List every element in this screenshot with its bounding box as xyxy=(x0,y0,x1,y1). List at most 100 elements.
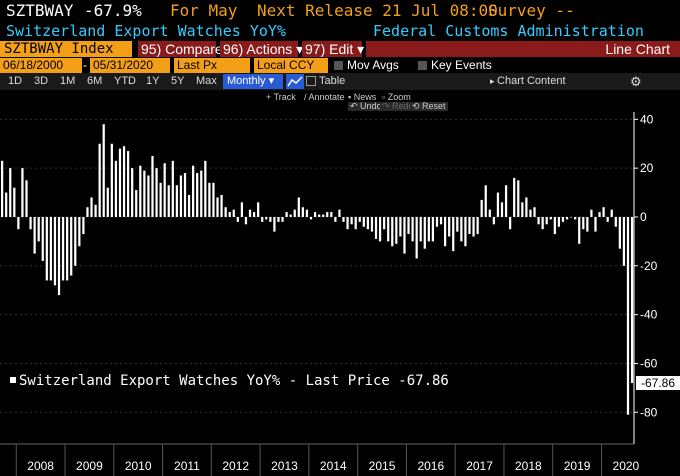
mov-avgs-toggle[interactable]: Mov Avgs xyxy=(334,58,399,73)
data-bar xyxy=(448,216,451,237)
end-date-input[interactable]: 05/31/2020 xyxy=(90,58,170,73)
data-bar xyxy=(378,216,382,242)
data-bar xyxy=(411,216,414,242)
timeframe-ytd[interactable]: YTD xyxy=(114,75,136,87)
x-tick-label: 2020 xyxy=(613,459,640,473)
data-bar xyxy=(431,216,435,242)
data-bar xyxy=(383,216,386,230)
key-events-toggle[interactable]: Key Events xyxy=(418,58,492,73)
timeframe-6m[interactable]: 6M xyxy=(87,75,103,87)
data-bar xyxy=(98,143,101,217)
timeframe-1m[interactable]: 1M xyxy=(60,75,76,87)
data-bar xyxy=(395,216,398,244)
data-bar xyxy=(358,216,361,222)
timeframe-1d[interactable]: 1D xyxy=(8,75,23,87)
index-field[interactable]: SZTBWAY Index xyxy=(0,41,132,57)
mov-avgs-label: Mov Avgs xyxy=(347,58,399,72)
data-bar xyxy=(204,160,207,217)
chart-content-icon: ▸ xyxy=(490,76,498,86)
data-bar xyxy=(147,175,150,217)
data-bar xyxy=(240,202,244,217)
data-bar xyxy=(423,216,426,249)
timeframe-5y[interactable]: 5Y xyxy=(171,75,185,87)
data-bar xyxy=(391,216,394,247)
news-tool[interactable]: ▪ News xyxy=(348,92,377,102)
next-release: Next Release 21 Jul 08:00 xyxy=(257,1,498,20)
currency-select[interactable]: Local CCY xyxy=(254,58,328,73)
data-bar xyxy=(354,216,357,230)
x-tick-label: 2009 xyxy=(76,459,103,473)
legend-label: Switzerland Export Watches YoY% - Last P… xyxy=(19,373,449,389)
table-icon[interactable] xyxy=(306,76,316,86)
data-bar xyxy=(277,216,280,222)
data-bar xyxy=(452,216,455,252)
data-bar xyxy=(200,170,203,217)
chart-type-selector[interactable]: Line Chart xyxy=(366,41,680,57)
data-bar xyxy=(342,216,345,222)
survey: Survey -- xyxy=(488,1,575,20)
timeframe-bar: 1D 3D 1M 6M YTD 1Y 5Y Max Monthly ▾ Tabl… xyxy=(0,73,680,90)
redo-button[interactable]: ↷ Redo xyxy=(380,101,416,111)
x-tick-label: 2018 xyxy=(515,459,542,473)
timeframe-max[interactable]: Max xyxy=(196,75,217,87)
price-field-select[interactable]: Last Px xyxy=(174,58,250,73)
table-button[interactable]: Table xyxy=(319,75,346,87)
security-name: Switzerland Export Watches YoY% xyxy=(6,22,286,40)
data-bar xyxy=(565,216,569,220)
data-bar xyxy=(574,216,577,220)
data-bar xyxy=(622,216,626,266)
data-bar xyxy=(297,197,300,217)
data-bar xyxy=(118,148,122,217)
change-value: -67.9% xyxy=(84,1,142,20)
data-bar xyxy=(175,185,178,217)
zoom-label: Zoom xyxy=(387,92,411,102)
data-bar xyxy=(139,165,142,217)
data-bar xyxy=(578,216,581,244)
key-events-checkbox[interactable] xyxy=(418,61,427,70)
data-bar xyxy=(293,209,296,217)
y-tick-label: -60 xyxy=(640,356,658,370)
news-label: News xyxy=(353,92,377,102)
frequency-select[interactable]: Monthly ▾ xyxy=(223,74,283,89)
data-bar xyxy=(590,209,593,217)
data-bar xyxy=(265,216,268,220)
undo-button[interactable]: ↶ Undo xyxy=(348,101,384,111)
gear-icon[interactable]: ⚙ xyxy=(630,74,642,89)
data-bar xyxy=(53,216,57,286)
data-bar xyxy=(496,192,500,217)
data-bar xyxy=(196,173,199,217)
data-bar xyxy=(326,212,329,217)
data-bar xyxy=(403,216,406,254)
annotate-tool[interactable]: / Annotate xyxy=(304,92,345,102)
y-tick-label: 40 xyxy=(640,112,654,126)
data-bar xyxy=(151,155,154,217)
data-bar xyxy=(126,151,130,217)
data-bar xyxy=(427,216,430,242)
data-bar xyxy=(407,216,410,235)
timeframe-1y[interactable]: 1Y xyxy=(146,75,160,87)
chart-content-button[interactable]: ▸ Chart Content xyxy=(490,73,566,90)
data-bar xyxy=(370,216,374,232)
start-date-input[interactable]: 06/18/2000 xyxy=(0,58,82,73)
redo-label: Redo xyxy=(392,101,414,111)
line-chart-icon[interactable] xyxy=(286,74,304,89)
zoom-tool[interactable]: ▫ Zoom xyxy=(382,92,411,102)
reset-button[interactable]: ⟲ Reset xyxy=(410,101,448,111)
track-tool[interactable]: + Track xyxy=(266,92,296,102)
data-bar xyxy=(500,202,504,217)
edit-menu[interactable]: 97) Edit ▾ xyxy=(302,41,364,57)
compare-button[interactable]: 95) Compare xyxy=(138,41,223,57)
actions-menu[interactable]: 96) Actions ▾ xyxy=(220,41,303,57)
mov-avgs-checkbox[interactable] xyxy=(334,61,343,70)
y-tick-label: 0 xyxy=(640,210,647,224)
timeframe-3d[interactable]: 3D xyxy=(34,75,49,87)
data-bar xyxy=(362,216,365,227)
data-bar xyxy=(614,216,617,227)
data-bar xyxy=(281,216,284,222)
data-bar xyxy=(598,212,601,217)
data-bar xyxy=(82,216,85,235)
data-bar xyxy=(468,216,471,235)
data-bar xyxy=(318,214,321,217)
data-bar xyxy=(529,209,532,217)
x-tick-label: 2014 xyxy=(320,459,347,473)
